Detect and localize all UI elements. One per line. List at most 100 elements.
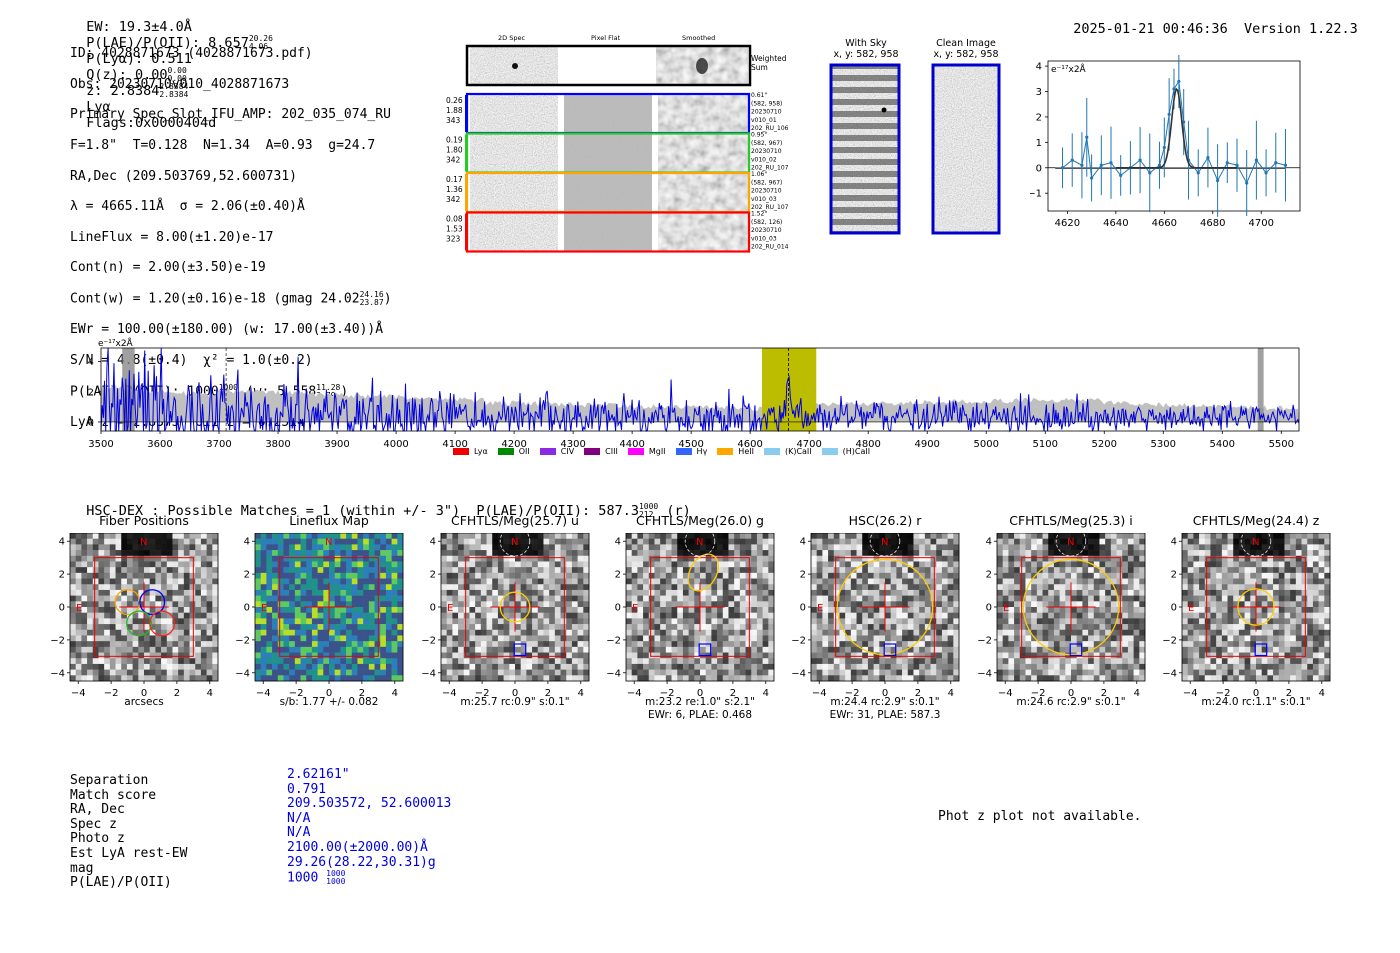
zoom-xtick: 4680 (1200, 218, 1225, 229)
aperture-ellipse (836, 558, 934, 656)
panel-title: HSC(26.2) r (848, 513, 922, 528)
panel-xtick: 4 (207, 688, 213, 699)
legend-label: HeII (738, 447, 754, 456)
panel-title: CFHTLS/Meg(25.7) u (451, 513, 579, 528)
weighted-sum-row (465, 44, 752, 87)
panel-aperture-box (1206, 557, 1306, 657)
zoom-data-point (1162, 145, 1166, 150)
panel-east-label: E (1188, 603, 1194, 614)
legend-label: OII (518, 447, 530, 456)
panel-xtick: 4 (392, 688, 398, 699)
legend-label: CIII (605, 447, 618, 456)
cutout-row-left-value: 1.80 (446, 146, 463, 155)
match-label: RA, Dec (70, 802, 125, 818)
legend-swatch (717, 448, 734, 455)
legend-swatch (675, 448, 692, 455)
cutout-row-left-value: 323 (446, 235, 461, 244)
panel-ytick: 2 (244, 570, 250, 581)
info-ewr: EWr = 100.00(±180.00) (w: 17.00(±3.40))Å (70, 322, 384, 338)
neighbor-ellipse (684, 533, 716, 557)
zoom-data-point (1167, 112, 1171, 116)
panel-xtick: −4 (71, 688, 86, 699)
panel-ytick: 0 (244, 603, 250, 614)
panel-title: CFHTLS/Meg(26.0) g (636, 513, 764, 528)
neighbor-ellipse (1240, 533, 1272, 557)
panel-ytick: −4 (235, 668, 250, 679)
panel-xtick: 2 (545, 688, 551, 699)
panel-image-7: N E 4 2 0 −2 −4 −4 −2 0 2 4 (1162, 533, 1331, 699)
with-sky-label: With Sky x, y: 582, 958 (833, 38, 899, 60)
clean-image-label: Clean Image x, y: 582, 958 (933, 38, 999, 60)
spectrum-xtick: 3700 (206, 439, 231, 450)
cutout-row-left-value: 1.53 (446, 225, 463, 234)
zoom-xtick: 4660 (1152, 218, 1177, 229)
panel-pixels (626, 533, 775, 682)
panel-image-4: N E 4 2 0 −2 −4 −4 −2 0 2 4 (606, 533, 775, 699)
catalog-match-box (883, 643, 897, 657)
panel-xtick: 4 (1319, 688, 1325, 699)
match-value: 0.791 (287, 781, 327, 797)
match-value: 1000 1000 1000 (287, 869, 346, 887)
zoom-data-point (1148, 171, 1152, 175)
panel-ytick: −2 (977, 635, 992, 646)
panel-ytick: 2 (986, 570, 992, 581)
spectrum-ytick: 2 (88, 387, 94, 398)
panel-xtick: −2 (475, 688, 490, 699)
panel-north-label: N (881, 537, 888, 548)
panel-aperture-box (94, 557, 194, 657)
panel-ytick: 4 (800, 537, 806, 548)
col-smoothed: Smoothed (682, 34, 716, 42)
spectrum-xtick: 4400 (619, 439, 644, 450)
panel-xtick: −2 (845, 688, 860, 699)
panel-ytick: −4 (977, 668, 992, 679)
panel-caption: m:24.6 rc:2.9" s:0.1" (1016, 696, 1126, 708)
panel-xtick: 2 (1286, 688, 1292, 699)
spectrum-xtick: 4100 (442, 439, 467, 450)
cutout-row-left-value: 0.08 (446, 215, 463, 224)
spectrum-ytick: 4 (88, 357, 94, 368)
cutout-row-left-value: 0.26 (446, 96, 463, 105)
weighted-sum-label: Weighted Sum (751, 54, 787, 72)
info-contn: Cont(n) = 2.00(±3.50)e-19 (70, 260, 266, 276)
header-right: 2025-01-21 00:46:36 Version 1.22.3 (1057, 5, 1358, 37)
cutout-row-right-value: v010_03 (751, 235, 777, 242)
panel-caption: arcsecs (124, 696, 164, 708)
zoom-data-point (1070, 158, 1074, 162)
panel-xtick: −4 (1183, 688, 1198, 699)
panel-ytick: 0 (1171, 603, 1177, 614)
panel-north-label: N (1067, 537, 1074, 548)
zoom-data-point (1196, 171, 1200, 175)
legend-item: MgII (627, 447, 666, 456)
spectrum-ytick: 0 (88, 417, 94, 428)
header-version: Version 1.22.3 (1243, 21, 1358, 37)
zoom-ytick: 0 (1036, 163, 1042, 174)
panel-aperture-box (1021, 557, 1121, 657)
catalog-match-box (1254, 643, 1268, 657)
cutout-row-right-value: (582, 126) (751, 219, 782, 226)
header-ew: EW: 19.3±4.0Å (86, 19, 192, 35)
panel-xtick: −4 (256, 688, 271, 699)
spectrum-xtick: 4300 (560, 439, 585, 450)
cutout-row-right-value: 202_RU_107 (751, 204, 789, 211)
panel-xtick: 2 (174, 688, 180, 699)
match-label: mag (70, 860, 94, 876)
panel-xtick: −2 (1216, 688, 1231, 699)
legend-swatch (821, 448, 838, 455)
legend-label: Hγ (696, 447, 708, 456)
panel-ytick: 2 (59, 570, 65, 581)
header-flags: Flags:0x0000404d (86, 115, 217, 131)
zoom-data-point (1182, 120, 1186, 124)
panel-ytick: 0 (800, 603, 806, 614)
spectrum-xtick: 3900 (324, 439, 349, 450)
aperture-ellipse (499, 591, 531, 623)
legend-item: CIII (584, 447, 618, 456)
panel-ytick: 4 (430, 537, 436, 548)
spectrum-xtick: 4500 (678, 439, 703, 450)
zoom-data-point (1085, 135, 1089, 139)
spectrum-data-line (100, 347, 1300, 433)
zoom-data-line (1062, 79, 1286, 185)
photz-message: Phot z plot not available. (938, 809, 1142, 824)
cutout-row-left-value: 1.88 (446, 106, 463, 115)
panel-ytick: 4 (244, 537, 250, 548)
